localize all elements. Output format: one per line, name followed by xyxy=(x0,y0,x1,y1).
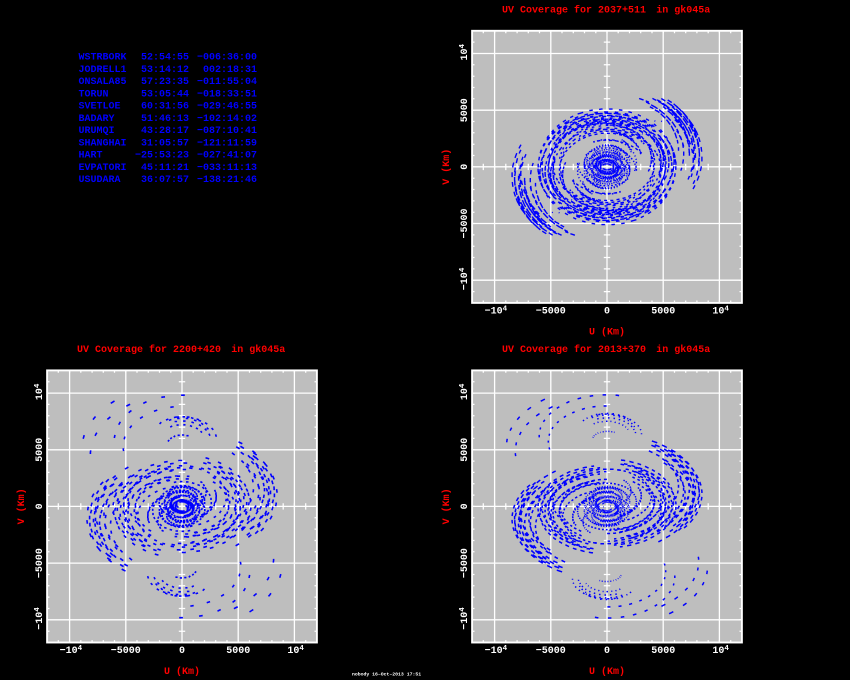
svg-text:−121:11:59: −121:11:59 xyxy=(197,138,257,149)
svg-text:BADARY: BADARY xyxy=(79,114,115,125)
svg-text:5000: 5000 xyxy=(460,98,471,122)
svg-text:−104: −104 xyxy=(485,645,508,657)
svg-text:60:31:56: 60:31:56 xyxy=(141,102,189,113)
svg-text:5000: 5000 xyxy=(651,307,675,318)
svg-text:−25:53:23: −25:53:23 xyxy=(135,151,189,162)
svg-text:−5000: −5000 xyxy=(536,646,566,657)
svg-text:−104: −104 xyxy=(60,645,83,657)
svg-text:52:54:55: 52:54:55 xyxy=(141,53,189,64)
svg-text:51:46:13: 51:46:13 xyxy=(141,114,189,125)
svg-text:−027:41:07: −027:41:07 xyxy=(197,151,257,162)
svg-text:−033:11:13: −033:11:13 xyxy=(197,163,257,174)
svg-text:5000: 5000 xyxy=(35,438,46,462)
svg-text:−029:46:55: −029:46:55 xyxy=(197,102,257,113)
svg-text:HART: HART xyxy=(79,151,103,162)
svg-text:TORUN: TORUN xyxy=(79,90,109,101)
svg-text:43:28:17: 43:28:17 xyxy=(141,126,189,137)
svg-text:53:05:44: 53:05:44 xyxy=(141,90,189,101)
svg-text:in gk045a: in gk045a xyxy=(231,344,285,356)
svg-text:WSTRBORK: WSTRBORK xyxy=(79,53,127,64)
svg-text:UV Coverage for 2013+370: UV Coverage for 2013+370 xyxy=(502,344,646,356)
svg-text:−104: −104 xyxy=(485,306,508,318)
svg-text:UV Coverage for 2037+511: UV Coverage for 2037+511 xyxy=(502,5,646,17)
svg-text:−5000: −5000 xyxy=(460,548,471,578)
svg-text:SVETLOE: SVETLOE xyxy=(79,102,121,113)
svg-text:URUMQI: URUMQI xyxy=(79,126,115,137)
svg-text:−087:10:41: −087:10:41 xyxy=(197,126,257,137)
svg-text:5000: 5000 xyxy=(460,438,471,462)
svg-text:−018:33:51: −018:33:51 xyxy=(197,90,257,101)
svg-text:SHANGHAI: SHANGHAI xyxy=(79,138,127,149)
svg-text:0: 0 xyxy=(604,646,610,657)
svg-text:−5000: −5000 xyxy=(460,208,471,238)
svg-text:−104: −104 xyxy=(34,607,46,630)
svg-text:53:14:12: 53:14:12 xyxy=(141,65,189,76)
svg-text:0: 0 xyxy=(460,164,471,170)
svg-text:5000: 5000 xyxy=(226,646,250,657)
svg-text:V (Km): V (Km) xyxy=(441,149,453,185)
svg-text:5000: 5000 xyxy=(651,646,675,657)
svg-text:002:18:31: 002:18:31 xyxy=(203,65,257,76)
svg-text:V (Km): V (Km) xyxy=(16,488,28,524)
svg-text:0: 0 xyxy=(35,503,46,509)
svg-text:−011:55:04: −011:55:04 xyxy=(197,77,257,88)
svg-text:0: 0 xyxy=(179,646,185,657)
svg-text:UV Coverage for 2200+420: UV Coverage for 2200+420 xyxy=(77,344,221,356)
svg-text:JODRELL1: JODRELL1 xyxy=(79,65,127,76)
svg-text:0: 0 xyxy=(604,307,610,318)
svg-text:−102:14:02: −102:14:02 xyxy=(197,114,257,125)
svg-text:V (Km): V (Km) xyxy=(441,488,453,524)
svg-text:−5000: −5000 xyxy=(35,548,46,578)
svg-text:ONSALA85: ONSALA85 xyxy=(79,77,127,88)
svg-text:0: 0 xyxy=(460,503,471,509)
svg-text:−138:21:46: −138:21:46 xyxy=(197,175,257,186)
svg-text:−104: −104 xyxy=(459,267,471,290)
svg-text:in gk045a: in gk045a xyxy=(656,5,710,17)
svg-text:USUDARA: USUDARA xyxy=(79,175,121,186)
svg-text:in gk045a: in gk045a xyxy=(656,344,710,356)
svg-text:57:23:35: 57:23:35 xyxy=(141,77,189,88)
svg-text:EVPATORI: EVPATORI xyxy=(79,163,127,174)
svg-text:−006:36:00: −006:36:00 xyxy=(197,53,257,64)
svg-text:36:07:57: 36:07:57 xyxy=(141,175,189,186)
svg-text:−104: −104 xyxy=(459,607,471,630)
svg-text:−5000: −5000 xyxy=(536,307,566,318)
svg-text:−5000: −5000 xyxy=(111,646,141,657)
svg-text:45:11:21: 45:11:21 xyxy=(141,163,189,174)
svg-text:31:05:57: 31:05:57 xyxy=(141,138,189,149)
svg-text:nobody 16–Oct–2013 17:51: nobody 16–Oct–2013 17:51 xyxy=(352,672,421,678)
svg-text:U (Km): U (Km) xyxy=(164,666,200,678)
svg-text:U (Km): U (Km) xyxy=(589,666,625,678)
svg-text:U (Km): U (Km) xyxy=(589,326,625,338)
